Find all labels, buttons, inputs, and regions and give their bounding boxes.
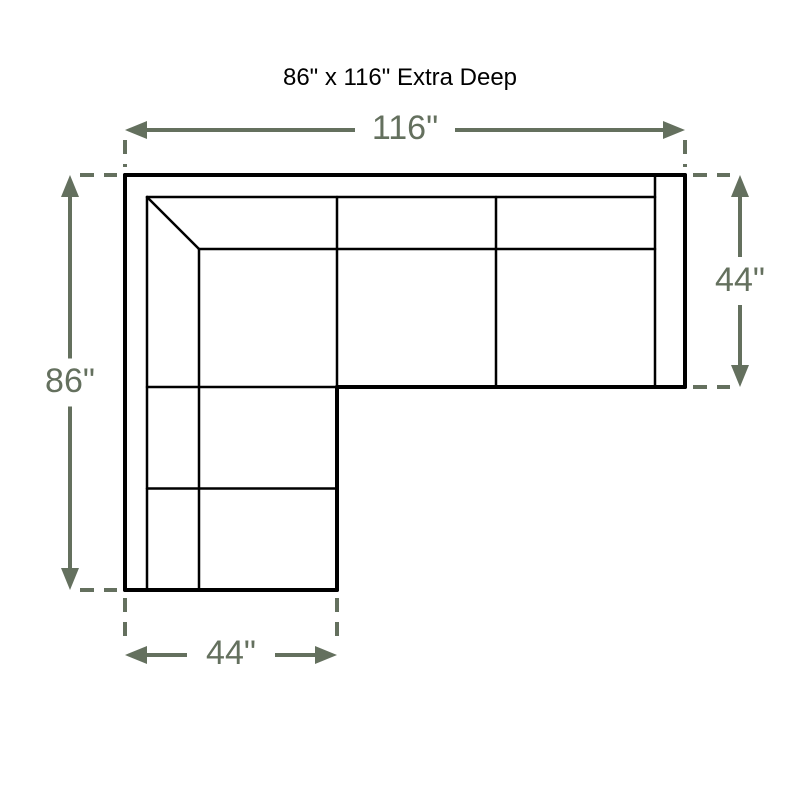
- diagram-stage: 86" x 116" Extra Deep 116" 86" 44" 44": [0, 0, 800, 800]
- dim-label-depth-44: 44": [695, 261, 785, 300]
- dim-label-height-86: 86": [25, 362, 115, 401]
- dim-label-width-116: 116": [355, 109, 455, 148]
- dim-label-bottom-44: 44": [187, 634, 275, 673]
